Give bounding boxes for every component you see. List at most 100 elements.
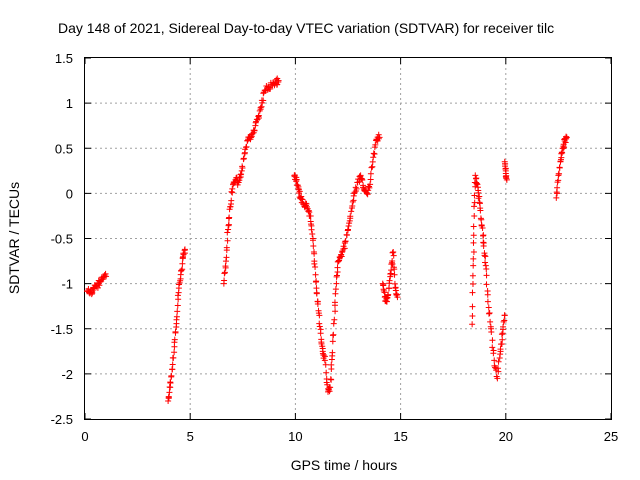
- data-point: [336, 257, 343, 264]
- data-point: [360, 182, 367, 189]
- data-point: [469, 303, 476, 310]
- data-point: [470, 255, 477, 262]
- data-point: [257, 104, 264, 111]
- data-point: [334, 264, 341, 271]
- data-point: [349, 198, 356, 205]
- x-tick-label: 5: [187, 429, 194, 444]
- data-point: [328, 361, 335, 368]
- y-axis-label: SDTVAR / TECUs: [6, 182, 22, 294]
- x-axis-label: GPS time / hours: [291, 457, 398, 473]
- data-points: [84, 75, 570, 404]
- data-point: [482, 253, 489, 260]
- data-point: [332, 308, 339, 315]
- data-point: [322, 361, 329, 368]
- data-point: [495, 358, 502, 365]
- data-point: [372, 141, 379, 148]
- data-point: [94, 284, 101, 291]
- data-point: [224, 237, 231, 244]
- data-point: [347, 213, 354, 220]
- data-point: [500, 318, 507, 325]
- data-point: [299, 196, 306, 203]
- data-point: [483, 272, 490, 279]
- data-point: [260, 97, 267, 104]
- data-point: [255, 112, 262, 119]
- data-point: [174, 308, 181, 315]
- data-point: [488, 328, 495, 335]
- y-tick-label: 1.5: [55, 51, 73, 66]
- data-point: [333, 272, 340, 279]
- data-point: [474, 181, 481, 188]
- data-point: [498, 331, 505, 338]
- data-point: [366, 184, 373, 191]
- data-point: [470, 249, 477, 256]
- data-point: [371, 150, 378, 157]
- data-point: [480, 232, 487, 239]
- data-point: [311, 250, 318, 257]
- data-point: [556, 170, 563, 177]
- data-point: [470, 262, 477, 269]
- data-point: [563, 134, 570, 141]
- data-point: [312, 264, 319, 271]
- data-point: [225, 221, 232, 228]
- data-point: [553, 194, 560, 201]
- data-point: [323, 369, 330, 376]
- data-point: [313, 290, 320, 297]
- data-point: [359, 176, 366, 183]
- data-point: [348, 208, 355, 215]
- data-point: [391, 266, 398, 273]
- data-point: [320, 352, 327, 359]
- data-point: [370, 150, 377, 157]
- data-point: [174, 292, 181, 299]
- data-point: [331, 316, 338, 323]
- data-point: [312, 271, 319, 278]
- data-point: [316, 312, 323, 319]
- grid-layer: [85, 58, 611, 419]
- data-point: [469, 281, 476, 288]
- data-point: [342, 238, 349, 245]
- data-point: [389, 257, 396, 264]
- y-tick-label: -1.5: [51, 322, 73, 337]
- x-tick-label: 20: [499, 429, 513, 444]
- data-point: [475, 187, 482, 194]
- y-tick-label: 0.5: [55, 141, 73, 156]
- data-point: [471, 192, 478, 199]
- data-point: [228, 188, 235, 195]
- tick-layer: 0 5 10 15 20 25 -2.5 -2 -1.5 -1 -0.5 0 0.5 1 1.5: [51, 51, 619, 444]
- data-point: [307, 213, 314, 220]
- data-point: [503, 176, 510, 183]
- data-point: [165, 397, 172, 404]
- data-point: [329, 349, 336, 356]
- data-point: [181, 246, 188, 253]
- data-point: [227, 203, 234, 210]
- x-tick-label: 10: [288, 429, 302, 444]
- y-tick-label: 1: [66, 96, 73, 111]
- data-point: [267, 85, 274, 92]
- data-point: [484, 291, 491, 298]
- data-point: [494, 375, 501, 382]
- data-point: [328, 376, 335, 383]
- data-point: [329, 338, 336, 345]
- data-point: [316, 320, 323, 327]
- data-point: [500, 323, 507, 330]
- data-point: [501, 312, 508, 319]
- data-point: [171, 336, 178, 343]
- data-point: [492, 364, 499, 371]
- data-point: [225, 226, 232, 233]
- y-tick-label: -2: [61, 367, 73, 382]
- data-point: [343, 232, 350, 239]
- data-point: [89, 290, 96, 297]
- data-point: [251, 127, 258, 134]
- data-point: [349, 202, 356, 209]
- data-point: [178, 267, 185, 274]
- data-point: [476, 193, 483, 200]
- data-point: [293, 176, 300, 183]
- data-point: [167, 380, 174, 387]
- data-point: [310, 243, 317, 250]
- data-point: [393, 290, 400, 297]
- data-point: [375, 131, 382, 138]
- data-point: [558, 150, 565, 157]
- data-point: [471, 203, 478, 210]
- data-point: [316, 323, 323, 330]
- data-point: [313, 278, 320, 285]
